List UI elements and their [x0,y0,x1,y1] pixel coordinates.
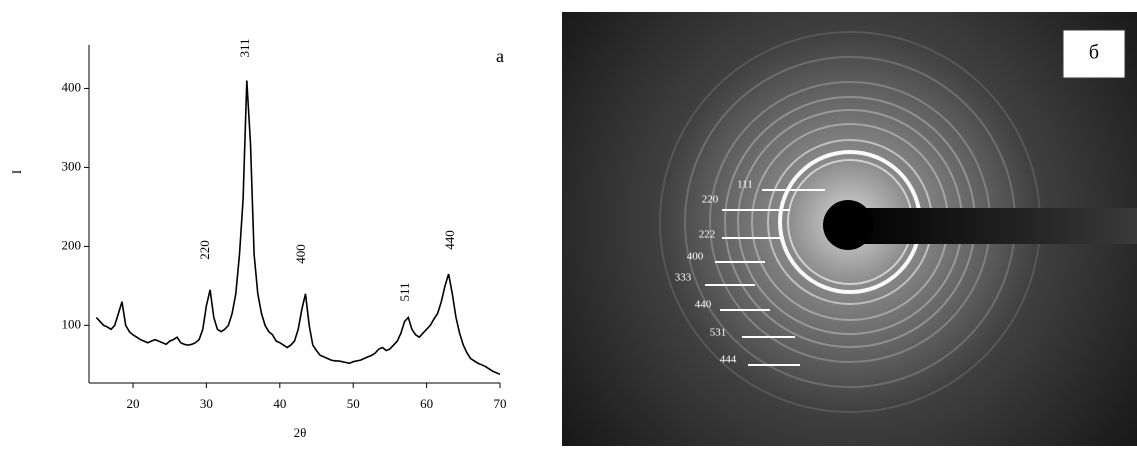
xrd-chart: I 2θ a 20 30 40 50 60 70 100 200 300 400 311 220 400… [9,38,507,440]
panel-label: a [496,46,504,66]
x-tick-label: 30 [200,396,213,411]
diffraction-image: б 111 220 222 400 333 440 531 444 [562,12,1137,446]
y-tick-label: 300 [62,158,82,173]
peak-label: 220 [197,240,212,260]
peak-label: 400 [293,244,308,264]
beam-stop-head [823,200,873,250]
peak-label: 311 [237,38,252,57]
y-tick-label: 100 [62,316,82,331]
ring-label: 444 [720,354,737,366]
ring-label: 400 [687,251,704,263]
y-axis-title: I [9,170,24,174]
y-tick-label: 200 [62,237,82,252]
panel-label-box [1062,29,1126,79]
panel-label: б [1089,42,1099,64]
x-tick-label: 40 [273,396,286,411]
ring-label: 220 [702,194,719,206]
ring-label: 222 [699,229,716,241]
peak-label: 511 [397,282,412,301]
data-line [95,80,501,376]
ring-label: 531 [710,327,727,339]
x-tick-label: 70 [494,396,507,411]
x-tick-label: 60 [420,396,433,411]
y-tick-label: 400 [62,79,82,94]
x-tick-label: 20 [127,396,140,411]
x-axis-title: 2θ [294,425,307,440]
ring-label: 333 [675,272,692,284]
ring-label: 440 [695,299,712,311]
peak-label: 440 [442,230,457,250]
ring-label: 111 [737,179,753,191]
x-tick-label: 50 [347,396,360,411]
beam-stop [848,208,1137,244]
